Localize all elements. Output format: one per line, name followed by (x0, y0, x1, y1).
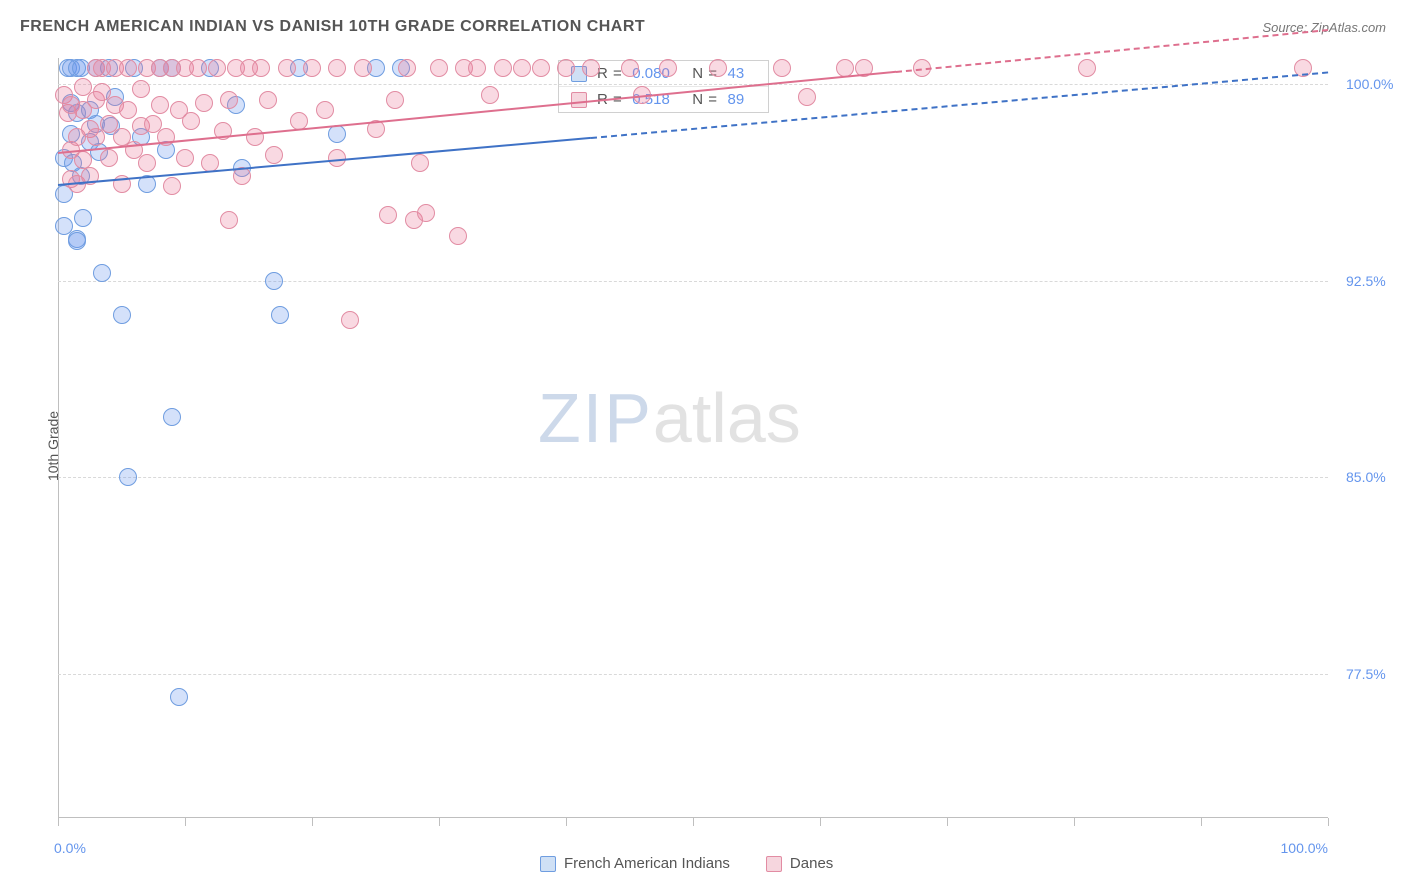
scatter-point (119, 101, 137, 119)
scatter-point (176, 149, 194, 167)
x-tick-label: 100.0% (1281, 840, 1328, 856)
scatter-point (246, 128, 264, 146)
scatter-point (132, 80, 150, 98)
x-tick-label: 0.0% (54, 840, 86, 856)
scatter-point (411, 154, 429, 172)
scatter-point (379, 206, 397, 224)
legend-n-value: 43 (728, 65, 756, 82)
scatter-point (582, 59, 600, 77)
scatter-point (170, 688, 188, 706)
scatter-point (265, 146, 283, 164)
x-tick (1201, 818, 1202, 826)
legend-n-label: N = (692, 91, 717, 108)
scatter-point (341, 311, 359, 329)
scatter-point (189, 59, 207, 77)
legend-swatch-series1 (540, 856, 556, 872)
scatter-point (481, 86, 499, 104)
scatter-plot: ZIPatlas R =0.080N =43R =0.518N =89 100.… (58, 58, 1328, 818)
scatter-point (151, 96, 169, 114)
scatter-point (182, 112, 200, 130)
scatter-point (265, 272, 283, 290)
gridline (58, 281, 1328, 282)
scatter-point (119, 468, 137, 486)
x-tick (693, 818, 694, 826)
scatter-point (195, 94, 213, 112)
legend-swatch (571, 92, 587, 108)
x-tick (566, 818, 567, 826)
legend-item-series2: Danes (766, 855, 833, 872)
x-tick (58, 818, 59, 826)
scatter-point (513, 59, 531, 77)
scatter-point (798, 88, 816, 106)
scatter-point (303, 59, 321, 77)
scatter-point (328, 149, 346, 167)
scatter-point (119, 59, 137, 77)
legend-r-label: R = (597, 65, 622, 82)
x-tick (1328, 818, 1329, 826)
scatter-point (220, 211, 238, 229)
scatter-point (709, 59, 727, 77)
x-tick (820, 818, 821, 826)
scatter-point (417, 204, 435, 222)
scatter-point (93, 264, 111, 282)
scatter-point (557, 59, 575, 77)
scatter-point (398, 59, 416, 77)
scatter-point (208, 59, 226, 77)
x-tick (185, 818, 186, 826)
scatter-point (532, 59, 550, 77)
gridline (58, 674, 1328, 675)
scatter-point (100, 149, 118, 167)
scatter-point (430, 59, 448, 77)
scatter-point (621, 59, 639, 77)
x-tick (312, 818, 313, 826)
legend-item-series1: French American Indians (540, 855, 730, 872)
scatter-point (74, 209, 92, 227)
scatter-point (163, 408, 181, 426)
y-tick-label: 100.0% (1346, 76, 1393, 92)
x-tick (439, 818, 440, 826)
scatter-point (1078, 59, 1096, 77)
legend-label-series2: Danes (790, 855, 833, 872)
scatter-point (468, 59, 486, 77)
x-tick (947, 818, 948, 826)
x-tick (1074, 818, 1075, 826)
y-tick-label: 92.5% (1346, 273, 1386, 289)
scatter-point (316, 101, 334, 119)
scatter-point (354, 59, 372, 77)
y-tick-label: 85.0% (1346, 469, 1386, 485)
scatter-point (328, 125, 346, 143)
scatter-point (113, 306, 131, 324)
legend-label-series1: French American Indians (564, 855, 730, 872)
scatter-point (163, 177, 181, 195)
scatter-point (449, 227, 467, 245)
scatter-point (494, 59, 512, 77)
scatter-point (252, 59, 270, 77)
scatter-point (220, 91, 238, 109)
gridline (58, 84, 1328, 85)
scatter-point (68, 232, 86, 250)
chart-title: FRENCH AMERICAN INDIAN VS DANISH 10TH GR… (20, 18, 645, 35)
scatter-point (773, 59, 791, 77)
scatter-point (278, 59, 296, 77)
scatter-point (386, 91, 404, 109)
scatter-point (328, 59, 346, 77)
scatter-point (259, 91, 277, 109)
bottom-legend: French American Indians Danes (540, 855, 833, 872)
legend-n-value: 89 (728, 91, 756, 108)
scatter-point (659, 59, 677, 77)
scatter-point (138, 154, 156, 172)
gridline (58, 477, 1328, 478)
legend-swatch-series2 (766, 856, 782, 872)
scatter-point (271, 306, 289, 324)
y-tick-label: 77.5% (1346, 666, 1386, 682)
